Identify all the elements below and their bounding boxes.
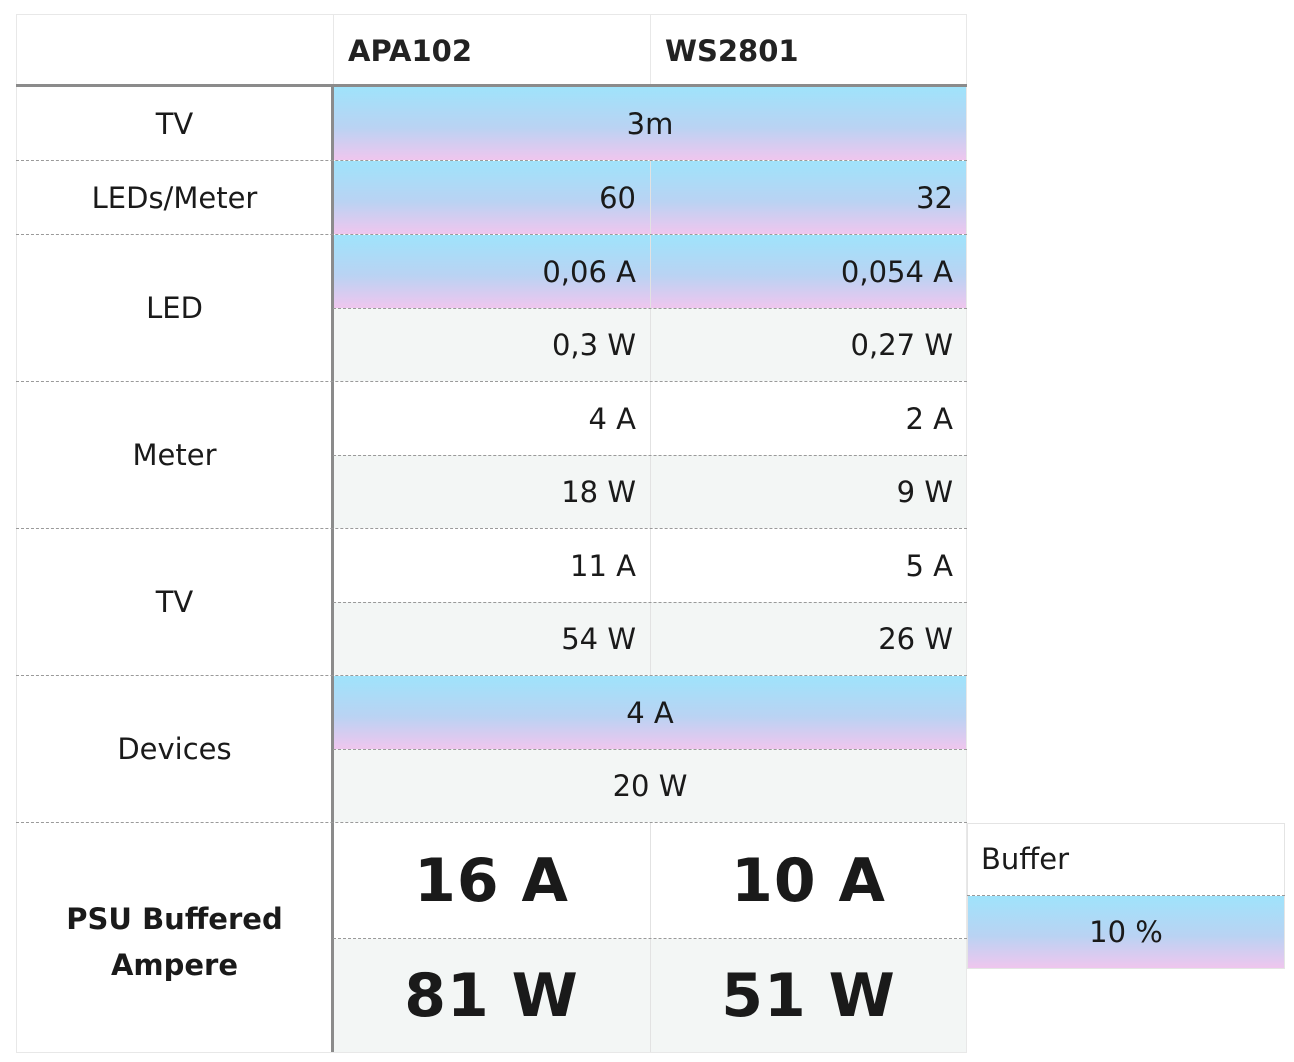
tv-current-apa102: 11 A [570,548,636,583]
row-divider [16,822,967,823]
leds-per-meter-ws2801-input[interactable]: 32 [650,161,967,234]
header-divider [16,84,967,87]
column-header-apa102: APA102 [333,14,650,86]
buffer-percent-input[interactable]: 10 % [968,896,1284,968]
column-header-ws2801: WS2801 [650,14,967,86]
tv-current-ws2801: 5 A [905,548,953,583]
label-column-divider [331,86,334,1053]
row-label-meter: Meter [132,438,217,472]
row-label-psu-buffered: PSU Buffered Ampere [66,902,283,982]
row-subdivider [333,749,967,750]
led-current-apa102-input[interactable]: 0,06 A [333,235,650,308]
row-divider [16,160,967,161]
row-label-devices: Devices [117,732,232,766]
meter-power-ws2801: 9 W [650,455,967,528]
buffer-label: Buffer [981,842,1070,876]
buffer-divider [967,895,1285,896]
buffer-box [967,823,1285,969]
row-divider [16,528,967,529]
table-right-border [966,86,967,1053]
tv-length-input[interactable]: 3m [333,87,967,160]
led-power-ws2801: 0,27 W [650,308,967,381]
row-label-tv: TV [155,106,194,141]
row-divider [16,234,967,235]
row-label-leds-per-meter: LEDs/Meter [91,180,258,215]
leds-per-meter-apa102-input[interactable]: 60 [333,161,650,234]
psu-current-ws2801: 10 A [731,845,886,916]
psu-current-apa102: 16 A [414,845,569,916]
table-left-border [16,86,17,1053]
header-corner [16,14,333,86]
led-current-ws2801-input[interactable]: 0,054 A [650,235,967,308]
psu-power-ws2801: 51 W [650,939,967,1053]
tv-power-ws2801: 26 W [650,602,967,675]
row-subdivider [333,455,967,456]
meter-current-ws2801: 2 A [905,401,953,436]
column-divider-inner [650,160,651,676]
row-divider [16,381,967,382]
led-power-apa102: 0,3 W [333,308,650,381]
row-label-tv-total: TV [155,585,194,619]
devices-current-input[interactable]: 4 A [333,676,967,749]
meter-current-apa102: 4 A [588,401,636,436]
psu-power-apa102: 81 W [333,939,650,1053]
row-subdivider [333,308,967,309]
row-label-led: LED [146,291,203,325]
row-divider [16,675,967,676]
row-subdivider [333,602,967,603]
meter-power-apa102: 18 W [333,455,650,528]
table-bottom-border [16,1052,967,1053]
row-subdivider [333,938,967,939]
devices-power: 20 W [333,749,967,822]
tv-power-apa102: 54 W [333,602,650,675]
